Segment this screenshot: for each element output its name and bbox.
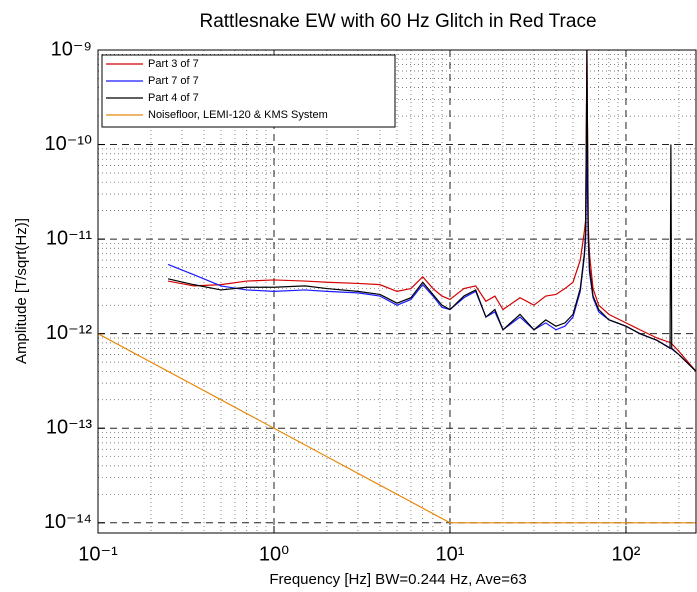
series-line [167, 144, 697, 372]
chart-title: Rattlesnake EW with 60 Hz Glitch in Red … [199, 11, 596, 32]
legend-label: Part 3 of 7 [148, 58, 199, 70]
legend-label: Part 4 of 7 [148, 92, 199, 104]
legend: Part 3 of 7 Part 7 of 7 Part 4 of 7 Noisefl… [101, 54, 396, 128]
x-axis-label: Frequency [Hz] BW=0.244 Hz, Ave=63 [269, 571, 526, 588]
y-tick-label: 10⁻¹¹ [46, 227, 92, 249]
plot-area [98, 50, 697, 524]
y-tick-label: 10⁻¹³ [46, 417, 92, 439]
legend-label: Noisefloor, LEMI-120 & KMS System [148, 109, 328, 121]
y-tick-label: 10⁻¹² [46, 322, 92, 344]
series-line [167, 50, 697, 372]
y-axis-label: Amplitude [T/sqrt(Hz)] [13, 218, 30, 364]
x-tick-label: 10² [612, 543, 641, 565]
x-tick-label: 10¹ [436, 543, 465, 565]
grid [97, 49, 696, 533]
y-tick-label: 10⁻¹⁰ [45, 133, 92, 155]
x-tick-label: 10⁻¹ [78, 543, 118, 565]
legend-box [101, 54, 396, 128]
x-tick-label: 10⁰ [259, 543, 289, 565]
axes-frame [97, 49, 697, 534]
legend-label: Part 7 of 7 [148, 75, 199, 87]
y-tick-label: 10⁻¹⁴ [44, 511, 92, 533]
y-tick-label: 10⁻⁹ [51, 38, 92, 60]
series-line [98, 333, 696, 524]
series-line [167, 50, 697, 372]
